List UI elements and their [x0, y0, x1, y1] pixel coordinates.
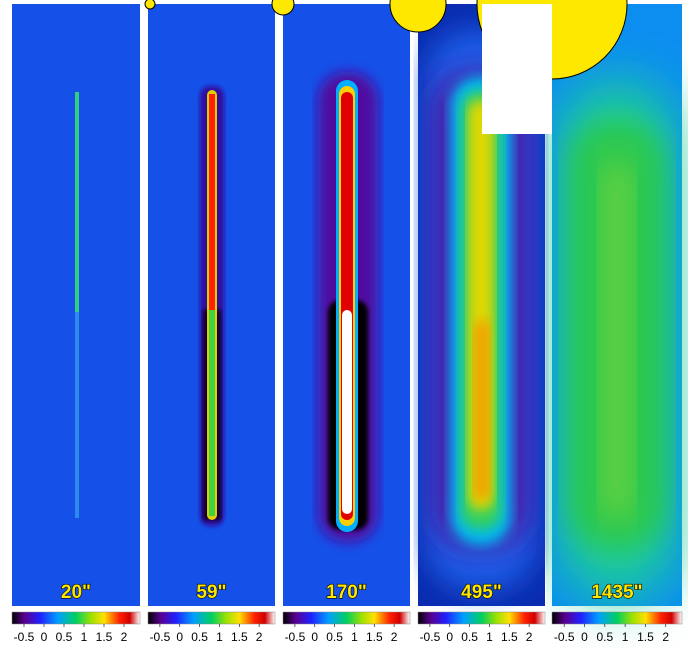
colorbar-tick-label: 2	[121, 630, 128, 644]
colorbar-tick-label: 1	[351, 630, 358, 644]
colorbar-tick-label: 2	[662, 630, 669, 644]
colorbar-tick-label: 0	[581, 630, 588, 644]
panel-images	[12, 0, 682, 606]
colorbar-tick-label: -0.5	[285, 630, 306, 644]
colorbar	[551, 611, 683, 625]
colorbar	[11, 611, 141, 625]
colorbar-tick-label: -0.5	[150, 630, 171, 644]
panel-label: 59"	[196, 582, 226, 603]
colorbar-tick-label: 1	[81, 630, 88, 644]
colorbar-tick-label: 2	[256, 630, 263, 644]
colorbar	[147, 611, 276, 625]
panel-label: 1435"	[591, 582, 642, 603]
colorbar-tick-label: 0.5	[461, 630, 478, 644]
colorbar-tick-label: 0.5	[56, 630, 73, 644]
panel-label: 20"	[61, 582, 91, 603]
colorbar-tick-label: 1.5	[231, 630, 248, 644]
colorbar-tick-label: -0.5	[420, 630, 441, 644]
panel-label: 170"	[326, 582, 367, 603]
colorbar-tick-label: -0.5	[554, 630, 575, 644]
colorbar-tick-label: 0	[41, 630, 48, 644]
colorbar	[282, 611, 411, 625]
colorbar-tick-label: 1	[486, 630, 493, 644]
colorbar-tick-label: 2	[391, 630, 398, 644]
colorbar-tick-label: 1	[622, 630, 629, 644]
colorbar-tick-label: 2	[526, 630, 533, 644]
colorbar-tick-label: 0	[311, 630, 318, 644]
colorbar-tick-label: 0.5	[596, 630, 613, 644]
colorbar-tick-label: -0.5	[14, 630, 35, 644]
colorbar-tick-label: 1.5	[637, 630, 654, 644]
colorbar-tick-label: 0.5	[191, 630, 208, 644]
colorbar-tick-label: 0.5	[326, 630, 343, 644]
colorbar-tick-label: 0	[446, 630, 453, 644]
panel-label: 495"	[461, 582, 502, 603]
colorbar-tick-label: 1	[216, 630, 223, 644]
colorbar-tick-label: 1.5	[501, 630, 518, 644]
colorbar	[417, 611, 546, 625]
colorbar-tick-label: 0	[176, 630, 183, 644]
colorbar-tick-label: 1.5	[366, 630, 383, 644]
colorbar-tick-label: 1.5	[96, 630, 113, 644]
